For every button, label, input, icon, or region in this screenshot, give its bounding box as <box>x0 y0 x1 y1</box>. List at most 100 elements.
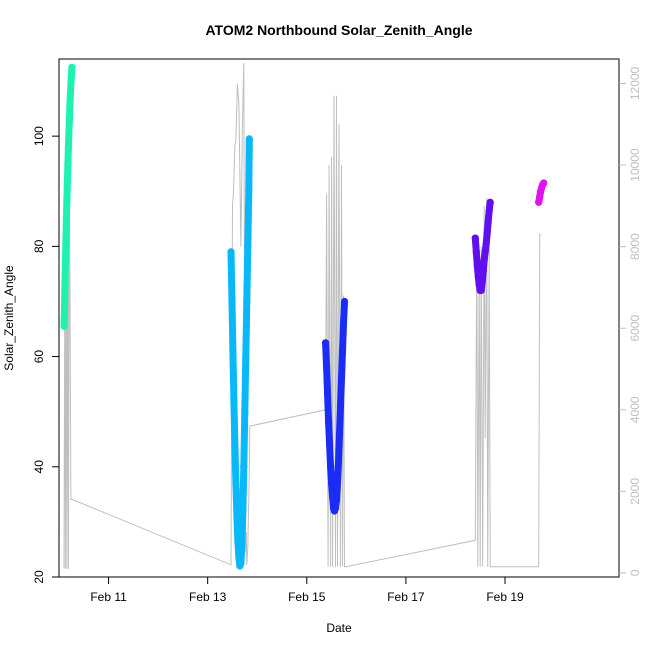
y2-tick-label: 8000 <box>628 233 642 260</box>
sza-point <box>65 129 73 137</box>
x-axis: Feb 11 Feb 13 Feb 15 Feb 17 Feb 19 <box>90 577 524 604</box>
sza-point <box>61 281 69 289</box>
sza-point <box>323 364 331 372</box>
sza-point <box>335 430 344 438</box>
y-tick-label: 40 <box>32 460 46 474</box>
sza-point <box>228 297 236 306</box>
sza-series-4 <box>471 198 494 294</box>
y2-tick-label: 12000 <box>628 66 642 100</box>
altitude-line <box>63 63 542 569</box>
sza-point <box>245 135 253 143</box>
sza-point <box>332 496 341 504</box>
sza-point <box>233 512 241 521</box>
sza-point <box>535 198 543 206</box>
sza-point <box>243 297 251 306</box>
sza-point <box>67 80 75 88</box>
y2-tick-label: 4000 <box>628 396 642 423</box>
sza-point <box>61 259 69 267</box>
solar-zenith-angle-layer <box>60 63 548 570</box>
sza-point <box>60 303 69 311</box>
sza-point <box>63 176 71 184</box>
sza-point <box>324 391 332 399</box>
sza-point <box>67 71 75 80</box>
x-tick-label: Feb 19 <box>486 590 524 604</box>
sza-point <box>483 229 491 237</box>
sza-point <box>230 397 238 405</box>
sza-point <box>479 267 487 275</box>
sza-point <box>242 353 250 361</box>
y-axis-label: Solar_Zenith_Angle <box>2 265 16 371</box>
altitude-layer <box>63 63 542 569</box>
sza-point <box>245 187 253 195</box>
y2-tick-label: 10000 <box>628 148 642 182</box>
sza-point <box>340 297 349 306</box>
sza-point <box>63 195 71 204</box>
sza-point <box>328 479 336 487</box>
sza-point <box>62 237 70 245</box>
sza-point <box>237 559 245 567</box>
sza-point <box>244 242 252 250</box>
sza-series-2 <box>227 135 253 570</box>
plot-frame <box>58 58 620 578</box>
sza-point <box>339 319 348 328</box>
sza-point <box>471 234 479 242</box>
sza-point <box>331 504 340 512</box>
sza-point <box>326 441 334 449</box>
sza-point <box>64 143 72 151</box>
sza-point <box>241 408 249 416</box>
sza-point <box>235 554 243 562</box>
sza-point <box>66 102 74 110</box>
y-tick-label: 100 <box>32 126 46 146</box>
sza-point <box>229 347 237 355</box>
sza-point <box>231 441 239 449</box>
chart-title: ATOM2 Northbound Solar_Zenith_Angle <box>205 22 472 38</box>
sza-point <box>333 479 342 487</box>
sza-series-3 <box>322 297 349 515</box>
y-tick-label: 80 <box>32 239 46 253</box>
sza-point <box>337 375 346 383</box>
sza-point <box>327 463 335 471</box>
y-axis: 20 40 60 80 100 <box>32 126 59 584</box>
sza-point <box>536 193 544 201</box>
y2-tick-label: 6000 <box>628 315 642 342</box>
x-tick-label: Feb 17 <box>387 590 425 604</box>
sza-point <box>338 347 347 355</box>
sza-point <box>232 479 240 487</box>
sza-point <box>62 215 70 223</box>
sza-point <box>239 507 247 515</box>
sza-point <box>64 160 72 168</box>
sza-point <box>68 63 76 71</box>
sza-point <box>66 91 74 99</box>
x-tick-label: Feb 11 <box>90 590 127 604</box>
sza-point <box>65 116 73 124</box>
secondary-y-axis: 0 2000 4000 6000 8000 10000 12000 <box>619 66 642 576</box>
sza-point <box>481 248 489 256</box>
y-tick-label: 60 <box>32 350 46 364</box>
sza-series-line <box>471 198 494 294</box>
sza-series-5 <box>535 179 548 206</box>
sza-point <box>478 278 486 286</box>
sza-point <box>480 256 488 264</box>
sza-point <box>477 286 485 294</box>
sza-point <box>238 540 246 548</box>
sza-point <box>322 339 330 347</box>
sza-point <box>60 322 68 330</box>
sza-point <box>472 248 480 256</box>
y2-tick-label: 0 <box>628 569 642 576</box>
y-tick-label: 20 <box>32 570 46 584</box>
sza-point <box>474 273 482 281</box>
x-tick-label: Feb 13 <box>189 590 227 604</box>
sza-point <box>240 463 248 471</box>
sza-point <box>473 262 481 270</box>
x-tick-label: Feb 15 <box>288 590 326 604</box>
sza-point <box>484 218 492 226</box>
sza-point <box>336 402 345 410</box>
sza-point <box>325 419 333 427</box>
x-axis-label: Date <box>326 621 352 635</box>
sza-point <box>482 240 490 248</box>
sza-series-1 <box>60 63 76 330</box>
sza-point <box>227 248 235 256</box>
sza-point <box>540 179 548 187</box>
sza-point <box>486 198 494 206</box>
